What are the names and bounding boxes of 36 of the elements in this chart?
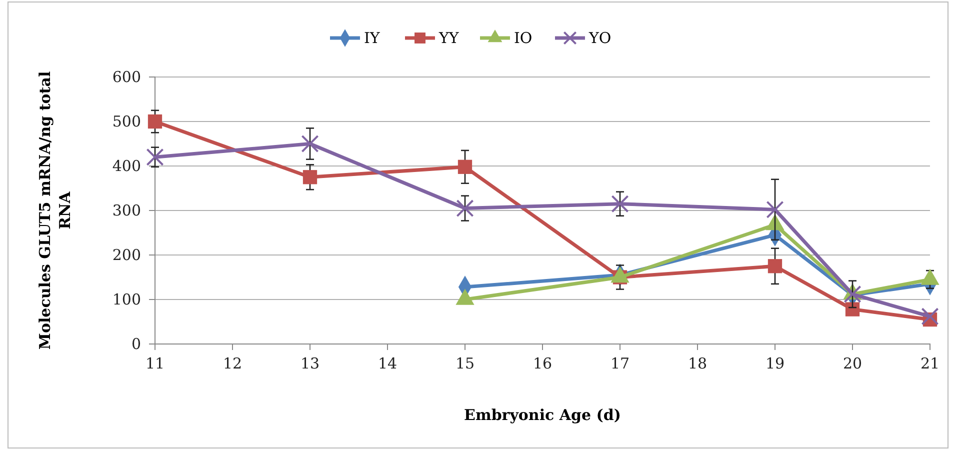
x-tick-label: 20	[842, 354, 862, 373]
x-tick-label: 16	[532, 354, 552, 373]
point	[458, 160, 472, 174]
point	[148, 114, 162, 129]
y-axis-title: Molecules GLUT5 mRNA/ng total RNA	[36, 71, 74, 350]
x-tick-label: 14	[378, 354, 398, 373]
x-tick-label: 18	[688, 354, 708, 373]
y-tick-label: 600	[112, 68, 141, 86]
x-tick-label: 21	[920, 354, 940, 373]
legend-label: YY	[438, 29, 460, 47]
x-tick-label: 17	[610, 354, 630, 373]
legend-label: YO	[588, 29, 612, 47]
point	[845, 302, 860, 316]
legend-label: IO	[514, 29, 532, 47]
point	[302, 170, 318, 184]
point	[456, 199, 474, 218]
point	[611, 195, 629, 213]
point	[146, 148, 164, 166]
x-tick-label: 11	[145, 354, 165, 373]
point	[766, 200, 784, 218]
legend-label: IY	[364, 29, 381, 47]
x-tick-label: 19	[765, 354, 785, 373]
x-axis-title: Embryonic Age (d)	[464, 406, 621, 424]
y-tick-label: 100	[112, 290, 141, 308]
point	[844, 285, 862, 303]
point	[768, 259, 782, 274]
x-tick-label: 13	[300, 354, 320, 373]
point	[921, 308, 939, 326]
x-tick-label: 15	[455, 354, 475, 373]
y-tick-label: 400	[112, 156, 141, 175]
x-tick-label: 12	[222, 354, 242, 373]
y-tick-label: 500	[112, 112, 141, 130]
point	[301, 134, 319, 153]
y-tick-label: 200	[112, 246, 141, 264]
y-tick-label: 300	[112, 201, 141, 220]
y-tick-label: 0	[131, 334, 141, 353]
